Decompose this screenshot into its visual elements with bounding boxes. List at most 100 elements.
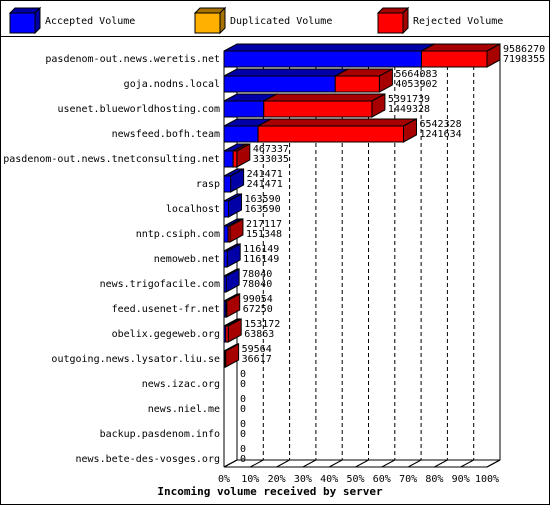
category-label: newsfeed.bofh.team — [112, 129, 220, 140]
category-label: usenet.blueworldhosting.com — [57, 104, 220, 115]
category-label: nntp.csiph.com — [136, 229, 220, 240]
accepted-label: 67250 — [243, 304, 273, 315]
category-label: feed.usenet-fr.net — [112, 304, 220, 315]
bar — [223, 175, 232, 193]
legend-swatch-side — [34, 6, 41, 35]
x-tick-label: 100% — [475, 474, 499, 485]
category-label: news.trigofacile.com — [100, 279, 220, 290]
accepted-label: 163590 — [244, 204, 280, 215]
bar — [257, 125, 404, 143]
bar — [223, 150, 234, 168]
x-tick — [355, 459, 369, 468]
accepted-label: 0 — [240, 379, 246, 390]
total-label: 0 — [240, 419, 246, 430]
total-label: 5391739 — [388, 94, 430, 105]
x-tick — [276, 459, 290, 468]
legend-label: Rejected Volume — [413, 16, 503, 27]
accepted-label: 1241634 — [419, 129, 461, 140]
x-tick-label: 50% — [346, 474, 364, 485]
accepted-label: 36617 — [242, 354, 272, 365]
accepted-label: 333035 — [253, 154, 289, 165]
bar — [225, 325, 229, 343]
category-label: goja.nodns.local — [124, 79, 220, 90]
accepted-label: 0 — [240, 429, 246, 440]
category-label: pasdenom-out.news.weretis.net — [45, 54, 220, 65]
accepted-label: 7198355 — [503, 54, 545, 65]
total-label: 5664083 — [395, 69, 437, 80]
bar — [227, 225, 231, 243]
x-axis-title: Incoming volume received by server — [157, 485, 383, 498]
x-tick-label: 0% — [218, 474, 230, 485]
bar-top — [223, 43, 435, 52]
total-label: 0 — [240, 394, 246, 405]
category-label: backup.pasdenom.info — [100, 429, 220, 440]
accepted-label: 1449328 — [388, 104, 430, 115]
x-tick-label: 60% — [373, 474, 391, 485]
bar — [223, 225, 229, 243]
total-label: 0 — [240, 444, 246, 455]
x-tick-label: 70% — [399, 474, 417, 485]
total-label: 467337 — [253, 144, 289, 155]
bar-top — [223, 68, 349, 77]
total-label: 6542328 — [419, 119, 461, 130]
bar — [263, 100, 373, 118]
x-tick — [381, 459, 396, 468]
x-tick — [434, 459, 448, 468]
bar — [223, 75, 336, 93]
accepted-label: 0 — [240, 454, 246, 465]
category-label: news.izac.org — [142, 379, 220, 390]
category-label: nemoweb.net — [154, 254, 220, 265]
legend-swatch — [9, 12, 36, 34]
total-label: 217117 — [246, 219, 282, 230]
category-label: news.niel.me — [148, 404, 220, 415]
x-tick-label: 10% — [241, 474, 259, 485]
bar-top — [257, 118, 417, 127]
category-label: localhost — [166, 204, 220, 215]
x-tick — [250, 459, 264, 468]
total-label: 163590 — [244, 194, 280, 205]
total-label: 78040 — [242, 269, 272, 280]
category-label: news.bete-des-vosges.org — [76, 454, 221, 465]
legend-swatch-side — [402, 6, 409, 35]
total-label: 153172 — [244, 319, 280, 330]
x-tick — [407, 459, 422, 468]
bar — [232, 150, 238, 168]
bar — [224, 350, 227, 368]
accepted-label: 63863 — [244, 329, 274, 340]
legend-label: Duplicated Volume — [230, 16, 332, 27]
total-label: 241471 — [247, 169, 283, 180]
x-tick — [486, 459, 501, 468]
category-label: rasp — [196, 179, 220, 190]
total-label: 9586270 — [503, 44, 545, 55]
total-label: 99054 — [243, 294, 273, 305]
accepted-label: 241471 — [247, 179, 283, 190]
category-label: pasdenom-out.news.tnetconsulting.net — [3, 154, 220, 165]
x-tick-label: 90% — [452, 474, 470, 485]
total-label: 0 — [240, 369, 246, 380]
accepted-label: 116149 — [243, 254, 279, 265]
bar — [223, 125, 259, 143]
x-tick-label: 30% — [294, 474, 312, 485]
legend-swatch — [194, 12, 221, 34]
x-tick-label: 80% — [425, 474, 443, 485]
category-label: outgoing.news.lysator.liu.se — [51, 354, 220, 365]
accepted-label: 0 — [240, 404, 246, 415]
bar — [225, 300, 228, 318]
bar — [223, 275, 227, 293]
accepted-label: 4053902 — [395, 79, 437, 90]
legend-swatch-side — [219, 6, 226, 35]
x-tick-label: 20% — [268, 474, 286, 485]
total-label: 116149 — [243, 244, 279, 255]
bar — [223, 200, 229, 218]
total-label: 59564 — [242, 344, 272, 355]
category-label: obelix.gegeweb.org — [112, 329, 220, 340]
bar — [223, 250, 228, 268]
accepted-label: 78040 — [242, 279, 272, 290]
x-tick — [223, 459, 238, 468]
legend-label: Accepted Volume — [45, 16, 135, 27]
bar — [223, 100, 265, 118]
bar-top — [263, 93, 386, 102]
x-tick — [460, 459, 474, 468]
